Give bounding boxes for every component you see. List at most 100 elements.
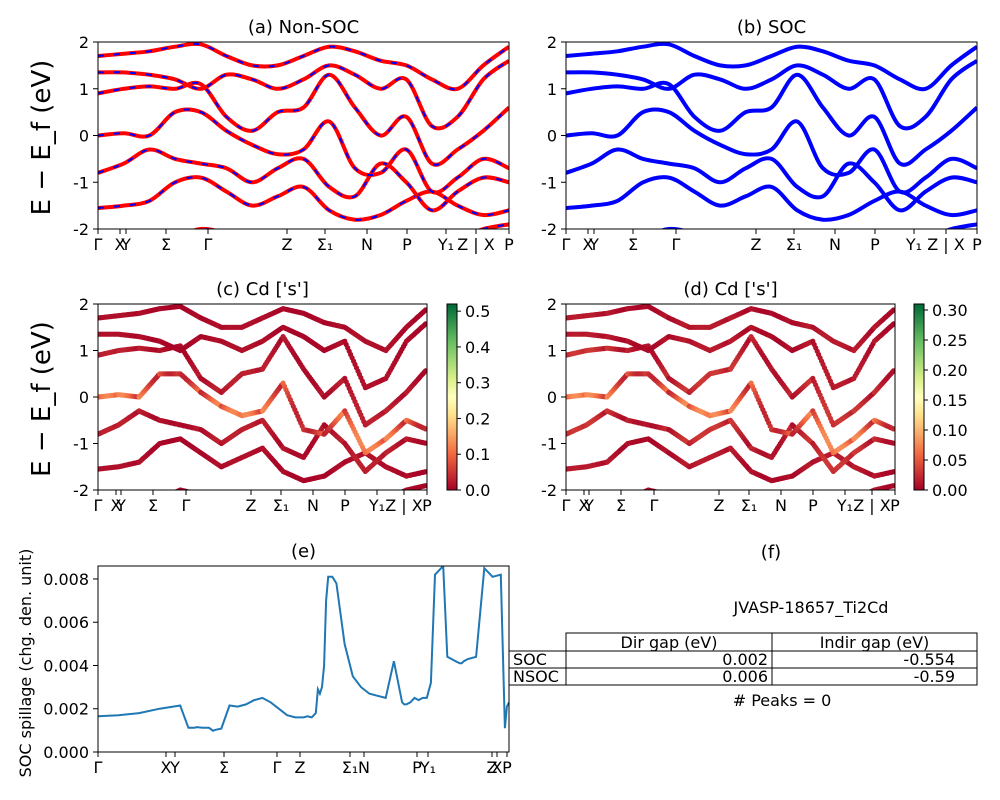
x-tick-label: Z | X [927,235,965,254]
band-line [98,59,509,131]
row-label: NSOC [513,667,559,686]
scatter-point [734,509,739,514]
scatter-point [890,440,895,446]
scatter-point [333,497,338,502]
scatter-point [566,515,571,520]
scatter-point [763,499,768,504]
scatter-point [688,502,693,507]
column-header: Dir gap (eV) [621,633,718,652]
table-row [508,667,978,686]
scatter-point [666,492,671,497]
x-tick-label: Y₁ [905,235,922,254]
scatter-point [164,493,169,498]
scatter-point [267,509,272,514]
scatter-point [234,505,239,510]
x-tick-label: N [775,496,787,515]
x-tick-label: P [808,496,818,515]
y-tick-label: 0.002 [43,700,89,719]
scatter-point [137,506,142,511]
scatter-point [627,496,632,501]
scatter-point [192,491,197,496]
scatter-point [766,498,771,503]
scatter-point [258,510,263,515]
scatter-point [160,495,165,500]
scatter-point [823,504,828,509]
scatter-point [198,492,203,497]
scatter-point [640,490,645,495]
scatter-point [731,510,736,515]
scatter-point [606,505,611,510]
colorbar-tick-label: 0.3 [465,374,490,393]
scatter-point [352,504,357,509]
cell-dir-gap: 0.002 [722,650,768,669]
scatter-point [206,495,211,500]
x-tick-label: Γ [672,235,681,254]
colorbar-tick-label: 0.4 [465,338,490,357]
scatter-point [167,492,172,497]
x-tick-label: Y [169,758,180,777]
x-tick-label: Y [120,235,131,254]
colorbar-tick-label: 0.15 [932,391,968,410]
scatter-point [360,505,365,510]
band-line [566,147,977,213]
scatter-point [363,506,368,511]
band-line-dashed [98,108,509,194]
scatter-point [422,440,427,446]
scatter-point [235,505,240,510]
scatter-point [608,505,613,510]
y-tick-label: 2 [79,295,89,314]
x-tick-label: X [115,235,126,254]
x-tick-label: X [492,758,503,777]
scatter-point [197,492,202,497]
scatter-point [140,505,145,510]
x-tick-label: P [422,496,432,515]
x-tick-label: Z | X [457,235,495,254]
colorbar-bar [913,303,925,491]
scatter-point [638,491,643,496]
scatter-point [126,508,131,513]
column-header: Indir gap (eV) [820,633,930,652]
scatter-point [213,499,218,504]
gap-table: Dir gap (eV) Indir gap (eV) SOC 0.002 -0.554… [508,632,978,686]
scatter-point [329,495,334,500]
axes-frame [97,565,510,753]
scatter-point [597,508,602,513]
x-tick-label: Z [751,235,762,254]
scatter-point [678,497,683,502]
scatter-point [890,426,895,432]
scatter-point [142,503,147,508]
scatter-point [793,493,798,498]
colorbar-bar [446,303,458,491]
scatter-point [163,494,168,499]
scatter-point [890,483,895,489]
scatter-point [95,515,100,520]
scatter-point [211,498,216,503]
scatter-point [757,502,762,507]
scatter-point [768,497,773,502]
x-tick-label: Y₁ [368,496,385,515]
scatter-point [828,505,833,510]
scatter-point [725,510,730,515]
scatter-point [890,368,895,374]
scatter-point [693,503,698,508]
x-tick-label: Z [295,758,306,777]
x-tick-label: Z [714,496,725,515]
scatter-point [170,491,175,496]
scatter-point [634,493,639,498]
y-tick-label: -1 [541,173,557,192]
colorbar-tick-label: 0.30 [932,301,968,320]
scatter-point [681,499,686,504]
x-tick-label: X [161,758,172,777]
x-tick-label: Y₁ [419,758,436,777]
y-tick-label: -2 [541,220,557,239]
scatter-point [422,307,427,313]
scatter-point [204,495,209,500]
scatter-point [97,515,102,520]
scatter-point [660,491,665,496]
x-tick-label: Y₁ [437,235,454,254]
y-tick-label: -1 [73,435,89,454]
scatter-point [195,491,200,496]
